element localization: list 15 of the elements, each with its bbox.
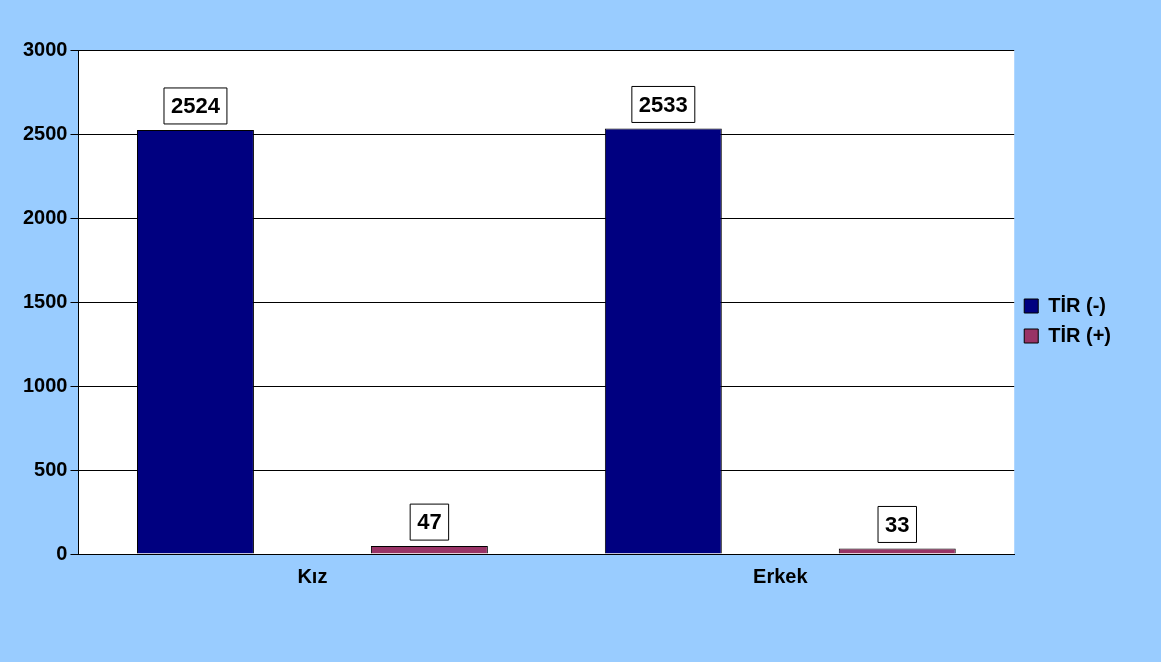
y-tick-label: 0 [56, 541, 68, 564]
y-tick-label: 1000 [22, 373, 68, 396]
legend-label: TİR (+) [1048, 323, 1112, 346]
data-label: 33 [885, 511, 910, 537]
y-tick-label: 1500 [22, 289, 68, 312]
x-tick-label: Erkek [753, 564, 809, 587]
y-tick-label: 3000 [22, 37, 68, 60]
y-tick-label: 2500 [22, 121, 68, 144]
legend-label: TİR (-) [1048, 293, 1106, 316]
data-label: 2533 [638, 91, 688, 117]
y-tick-label: 500 [34, 457, 68, 480]
y-tick-label: 2000 [22, 205, 68, 228]
x-tick-label: Kız [297, 564, 328, 587]
data-label: 47 [417, 509, 442, 535]
data-label: 2524 [170, 93, 221, 119]
